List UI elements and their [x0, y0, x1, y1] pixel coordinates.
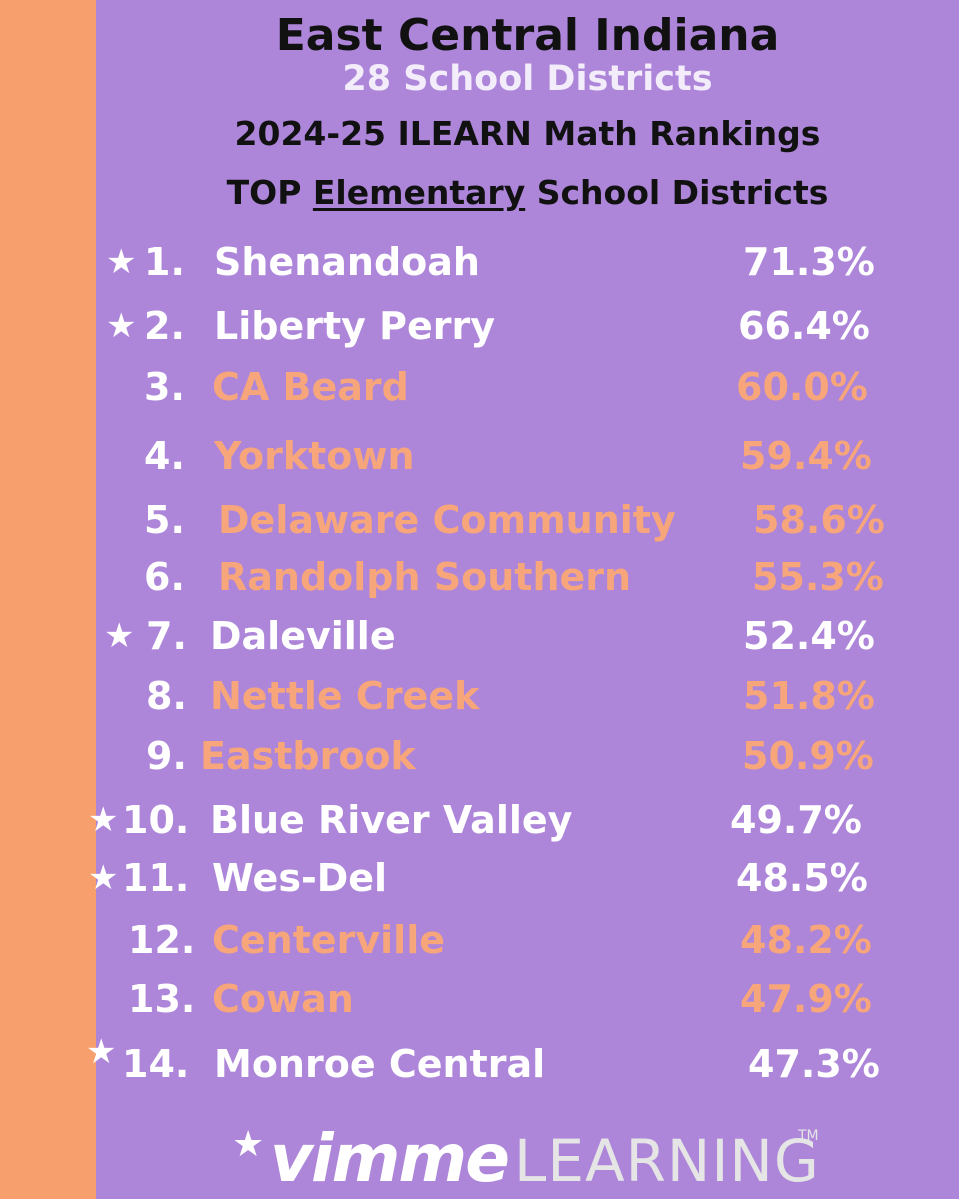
page-title: East Central Indiana — [275, 10, 780, 61]
logo-star-icon: ★ — [232, 1124, 265, 1165]
rank-number: 10. — [122, 798, 190, 842]
district-percent: 51.8% — [743, 674, 875, 718]
star-icon: ★ — [106, 306, 137, 346]
district-name: Monroe Central — [214, 1042, 546, 1086]
ranking-row: 13. Cowan 47.9% — [0, 974, 959, 1024]
rank-number: 14. — [122, 1042, 190, 1086]
rank-number: 11. — [122, 856, 190, 900]
district-name: Blue River Valley — [210, 798, 573, 842]
district-percent: 52.4% — [743, 614, 875, 658]
district-percent: 71.3% — [743, 240, 875, 284]
category-prefix: TOP — [226, 173, 313, 212]
district-name: Liberty Perry — [214, 304, 495, 348]
ranking-row: ★ 14. Monroe Central 47.3% — [0, 1032, 959, 1089]
ranking-row: 3. CA Beard 60.0% — [0, 362, 959, 412]
rank-number: 12. — [128, 918, 196, 962]
district-name: Eastbrook — [200, 734, 416, 778]
logo-trademark: TM — [798, 1128, 819, 1144]
district-percent: 49.7% — [730, 798, 862, 842]
category-suffix: School Districts — [525, 173, 829, 212]
district-percent: 55.3% — [752, 555, 884, 599]
district-percent: 60.0% — [736, 365, 868, 409]
rank-number: 8. — [146, 674, 187, 718]
rank-number: 13. — [128, 977, 196, 1021]
district-percent: 66.4% — [738, 304, 870, 348]
ranking-row: 12. Centerville 48.2% — [0, 915, 959, 965]
district-name: Delaware Community — [218, 498, 676, 542]
district-percent: 47.9% — [740, 977, 872, 1021]
rank-number: 6. — [144, 555, 185, 599]
ranking-row: 8. Nettle Creek 51.8% — [0, 671, 959, 721]
category-underlined: Elementary — [312, 173, 526, 212]
district-percent: 58.6% — [753, 498, 885, 542]
district-percent: 48.2% — [740, 918, 872, 962]
ranking-row: 6. Randolph Southern 55.3% — [0, 552, 959, 602]
rank-number: 4. — [144, 434, 185, 478]
star-icon: ★ — [106, 242, 137, 282]
district-name: Wes-Del — [212, 856, 388, 900]
rank-number: 7. — [146, 614, 187, 658]
category-heading: TOP Elementary School Districts — [96, 176, 959, 209]
star-icon: ★ — [88, 858, 119, 898]
ranking-row: ★ 7. Daleville 52.4% — [0, 611, 959, 661]
rank-number: 5. — [144, 498, 185, 542]
ranking-row: 9. Eastbrook 50.9% — [0, 731, 959, 781]
rank-number: 9. — [146, 734, 187, 778]
rank-number: 3. — [144, 365, 185, 409]
district-name: CA Beard — [212, 365, 409, 409]
district-percent: 48.5% — [736, 856, 868, 900]
ranking-row: ★ 1. Shenandoah 71.3% — [0, 237, 959, 287]
ranking-row: 4. Yorktown 59.4% — [0, 431, 959, 481]
district-percent: 47.3% — [748, 1042, 880, 1086]
district-name: Centerville — [212, 918, 446, 962]
district-percent: 59.4% — [740, 434, 872, 478]
ranking-row: 5. Delaware Community 58.6% — [0, 495, 959, 545]
rankings-heading: 2024-25 ILEARN Math Rankings — [234, 114, 821, 153]
ranking-row: ★ 2. Liberty Perry 66.4% — [0, 301, 959, 351]
star-icon: ★ — [104, 616, 135, 656]
star-icon: ★ — [88, 800, 119, 840]
ranking-row: ★ 11. Wes-Del 48.5% — [0, 853, 959, 903]
star-icon: ★ — [86, 1032, 117, 1072]
rank-number: 1. — [144, 240, 185, 284]
ranking-row: ★ 10. Blue River Valley 49.7% — [0, 795, 959, 845]
page-subtitle: 28 School Districts — [342, 59, 713, 99]
rank-number: 2. — [144, 304, 185, 348]
district-name: Daleville — [210, 614, 396, 658]
logo-brand-bold: vimme — [270, 1120, 510, 1197]
purple-panel — [96, 0, 959, 1199]
district-name: Randolph Southern — [218, 555, 632, 599]
orange-side-stripe — [0, 0, 96, 1199]
logo-brand-light: LEARNING — [514, 1127, 820, 1195]
district-name: Cowan — [212, 977, 354, 1021]
district-percent: 50.9% — [742, 734, 874, 778]
district-name: Shenandoah — [214, 240, 480, 284]
district-name: Yorktown — [214, 434, 415, 478]
district-name: Nettle Creek — [210, 674, 480, 718]
